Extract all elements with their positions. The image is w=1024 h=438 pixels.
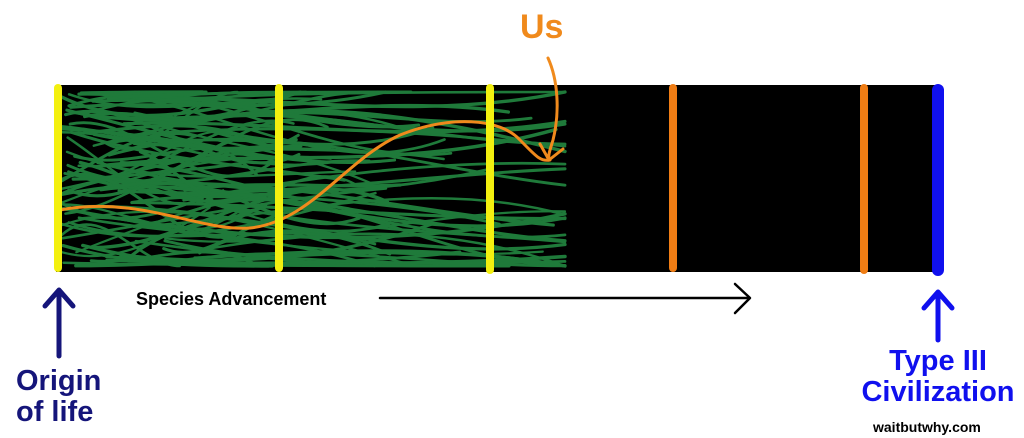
species-strand [74,250,567,268]
species-strand [81,204,567,251]
right-arrow-icon [378,282,752,315]
species-strand [73,146,216,162]
species-strand [61,155,332,204]
species-strand [77,90,302,106]
species-strand [89,250,261,268]
species-strand [164,210,567,243]
species-strand [67,93,323,109]
species-strand [58,206,567,240]
species-strand [198,232,567,268]
species-strand [58,131,197,184]
species-strand [92,110,416,147]
species-strands [56,90,567,268]
us-evolution-path [58,120,552,230]
species-strand [138,150,264,214]
species-strand [59,206,211,258]
origin-of-life-label: Origin of life [16,366,101,428]
filter-bars [54,84,944,276]
species-strand [91,130,254,180]
species-strand [112,118,329,187]
source-credit: waitbutwhy.com [873,419,981,435]
species-strand [117,90,413,99]
species-strand [132,142,259,177]
us-label: Us [520,8,564,46]
species-strand [183,183,402,192]
origin-line-1: Origin [16,365,102,397]
species-strand [77,216,376,268]
species-strand [134,239,567,265]
species-strand [68,121,271,178]
species-advancement-label: Species Advancement [136,289,327,309]
up-arrow-icon [42,287,76,359]
species-strand [92,133,445,161]
type-iii-civilization-label: Type III Civilization [850,346,1024,408]
curved-arrow-icon [538,56,565,162]
species-strand [182,161,567,202]
species-strand [64,109,301,165]
type3-line-2: Civilization [861,376,1015,408]
species-strand [78,160,241,203]
up-arrow-icon [921,289,955,343]
type3-line-1: Type III [889,345,987,377]
origin-line-2: of life [16,396,94,428]
